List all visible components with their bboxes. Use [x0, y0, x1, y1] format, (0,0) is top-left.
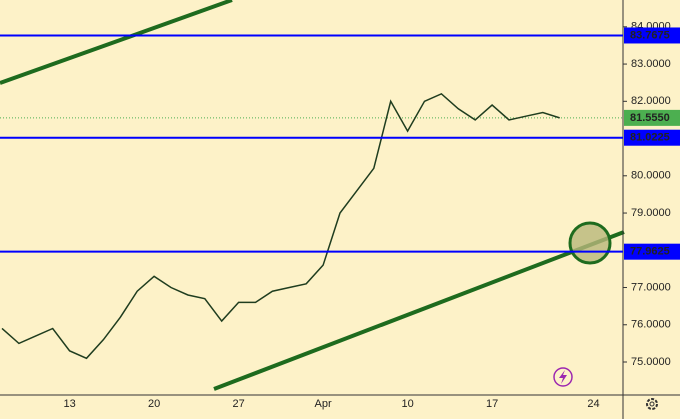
highlight-circle: [568, 221, 612, 265]
y-tick-label: 77.0000: [631, 281, 671, 293]
x-tick-label: 13: [63, 398, 75, 410]
settings-icon[interactable]: [646, 398, 658, 410]
trend-line: [213, 230, 625, 391]
replay-icon[interactable]: [553, 367, 573, 387]
price-line: [1, 92, 560, 360]
level-label-box: [624, 243, 680, 260]
y-tick-label: 76.0000: [631, 319, 671, 331]
x-tick-label: Apr: [315, 398, 332, 410]
y-tick-label: 75.0000: [631, 356, 671, 368]
level-label: 81.0225: [630, 132, 670, 144]
level-label: 83.7675: [630, 29, 670, 41]
y-tick-label: 82.0000: [631, 95, 671, 107]
y-tick-label: 83.0000: [631, 58, 671, 70]
x-tick-label: 10: [401, 398, 413, 410]
level-label: 77.9625: [630, 246, 670, 258]
x-tick-label: 24: [587, 398, 599, 410]
last-price-label: 81.5550: [630, 112, 670, 124]
last-price-box: [624, 109, 680, 126]
trend-line: [0, 0, 233, 85]
y-tick-label: 79.0000: [631, 207, 671, 219]
x-tick-label: 20: [148, 398, 160, 410]
x-tick-label: 17: [486, 398, 498, 410]
level-label-box: [624, 129, 680, 146]
x-tick-label: 27: [232, 398, 244, 410]
y-tick-label: 80.0000: [631, 170, 671, 182]
level-label-box: [624, 27, 680, 44]
